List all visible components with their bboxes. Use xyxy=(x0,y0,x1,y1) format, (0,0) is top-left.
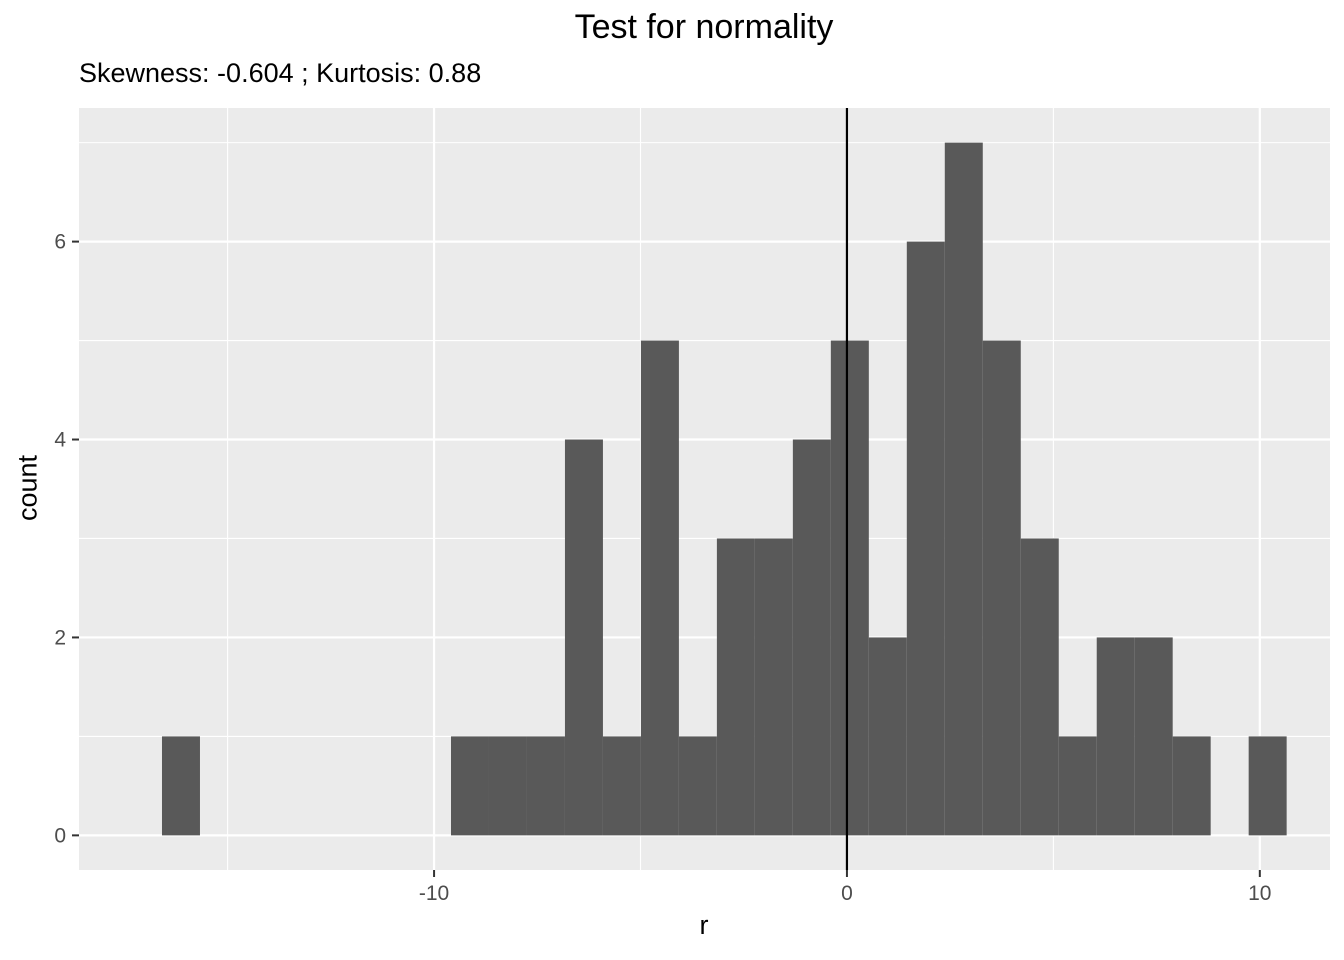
y-tick-label: 4 xyxy=(54,429,66,452)
chart-subtitle: Skewness: -0.604 ; Kurtosis: 0.88 xyxy=(79,58,482,88)
histogram-bar xyxy=(754,538,793,836)
histogram-bar xyxy=(602,736,641,836)
histogram-bar xyxy=(1134,637,1173,836)
histogram-bar xyxy=(564,439,603,836)
histogram-bar xyxy=(640,340,679,836)
histogram-bar xyxy=(716,538,755,836)
x-tick-label: 0 xyxy=(841,882,853,905)
x-tick-label: 10 xyxy=(1248,882,1271,905)
histogram-bar xyxy=(944,142,983,836)
histogram-bar xyxy=(1248,736,1287,836)
histogram-bar xyxy=(982,340,1021,836)
histogram-bar xyxy=(488,736,527,836)
x-tick-label: -10 xyxy=(419,882,449,905)
histogram-bar xyxy=(868,637,907,836)
histogram-bar xyxy=(1020,538,1059,836)
histogram-bar xyxy=(906,241,945,836)
histogram-bar xyxy=(526,736,565,836)
histogram-bar xyxy=(678,736,717,836)
chart-title: Test for normality xyxy=(574,8,834,46)
histogram-bar xyxy=(1172,736,1211,836)
histogram-bar xyxy=(1096,637,1135,836)
y-tick-label: 2 xyxy=(54,626,66,649)
histogram-bar xyxy=(792,439,831,836)
histogram-bar xyxy=(161,736,200,836)
y-tick-label: 0 xyxy=(54,824,66,847)
histogram-bar xyxy=(830,340,869,836)
x-axis-label: r xyxy=(699,910,709,940)
y-tick-label: 6 xyxy=(54,231,66,254)
histogram-bar xyxy=(1058,736,1097,836)
histogram-bar xyxy=(450,736,489,836)
